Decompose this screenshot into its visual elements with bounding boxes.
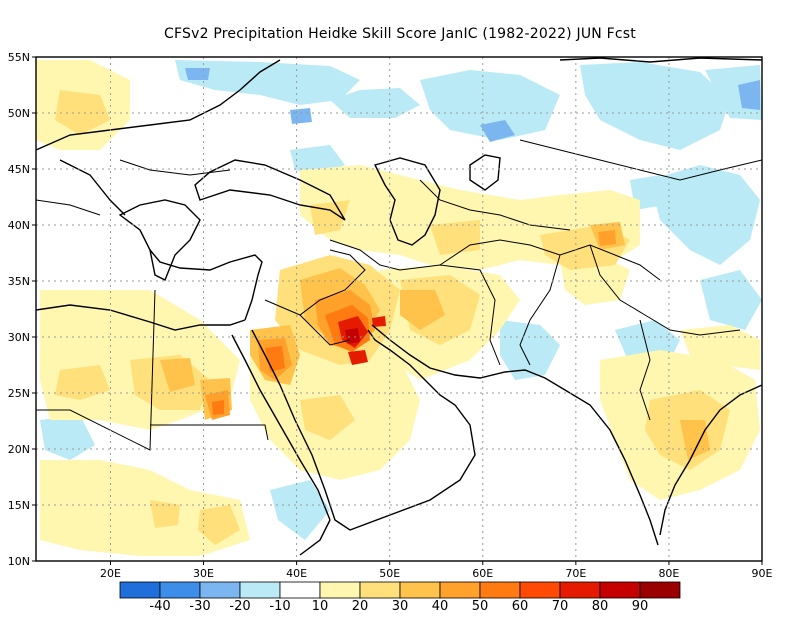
colorbar-swatch [119,581,161,599]
longitude-labels: 20E 30E 40E 50E 60E 70E 80E 90E [100,561,773,580]
colorbar-swatch [239,581,281,599]
colorbar-label: 60 [512,599,529,614]
colorbar-swatch [399,581,441,599]
grid-lines [36,57,762,561]
lon-tick-label: 30E [193,567,214,580]
colorbar-labels: -40 -30 -20 -10 10 20 30 40 50 60 70 80 90 [149,599,648,614]
lat-tick-label: 30N [8,331,30,344]
lon-tick-label: 40E [286,567,307,580]
colorbar-label: -10 [269,599,290,614]
lat-tick-label: 20N [8,443,30,456]
lon-tick-label: 70E [565,567,586,580]
lat-tick-label: 15N [8,499,30,512]
colorbar-swatch [519,581,561,599]
colorbar-swatch [279,581,321,599]
colorbar-label: -30 [189,599,210,614]
colorbar-label: -40 [149,599,170,614]
lon-tick-label: 90E [752,567,773,580]
lat-tick-label: 25N [8,387,30,400]
lon-tick-label: 80E [658,567,679,580]
country-borders [36,139,762,451]
colorbar-swatch [639,581,681,599]
map-title: CFSv2 Precipitation Heidke Skill Score J… [164,26,636,42]
skill-score-field [36,60,762,556]
colorbar [119,581,681,599]
lat-tick-label: 10N [8,555,30,568]
lat-tick-label: 55N [8,51,30,64]
lat-tick-label: 40N [8,219,30,232]
colorbar-label: 80 [592,599,609,614]
colorbar-label: 20 [352,599,369,614]
colorbar-label: 10 [312,599,329,614]
colorbar-swatch [479,581,521,599]
latitude-labels: 55N 50N 45N 40N 35N 30N 25N 20N 15N 10N [8,51,36,568]
lat-tick-label: 35N [8,275,30,288]
colorbar-swatch [359,581,401,599]
colorbar-swatch [319,581,361,599]
colorbar-swatch [199,581,241,599]
lon-tick-label: 20E [100,567,121,580]
lat-tick-label: 45N [8,163,30,176]
colorbar-swatch [439,581,481,599]
colorbar-swatch [559,581,601,599]
map-frame [35,56,763,562]
colorbar-swatch [159,581,201,599]
colorbar-label: 50 [472,599,489,614]
colorbar-label: 30 [392,599,409,614]
lon-tick-label: 50E [379,567,400,580]
colorbar-label: 90 [632,599,649,614]
colorbar-swatch [599,581,641,599]
colorbar-label: -20 [229,599,250,614]
lat-tick-label: 50N [8,107,30,120]
colorbar-label: 70 [552,599,569,614]
colorbar-label: 40 [432,599,449,614]
lon-tick-label: 60E [472,567,493,580]
